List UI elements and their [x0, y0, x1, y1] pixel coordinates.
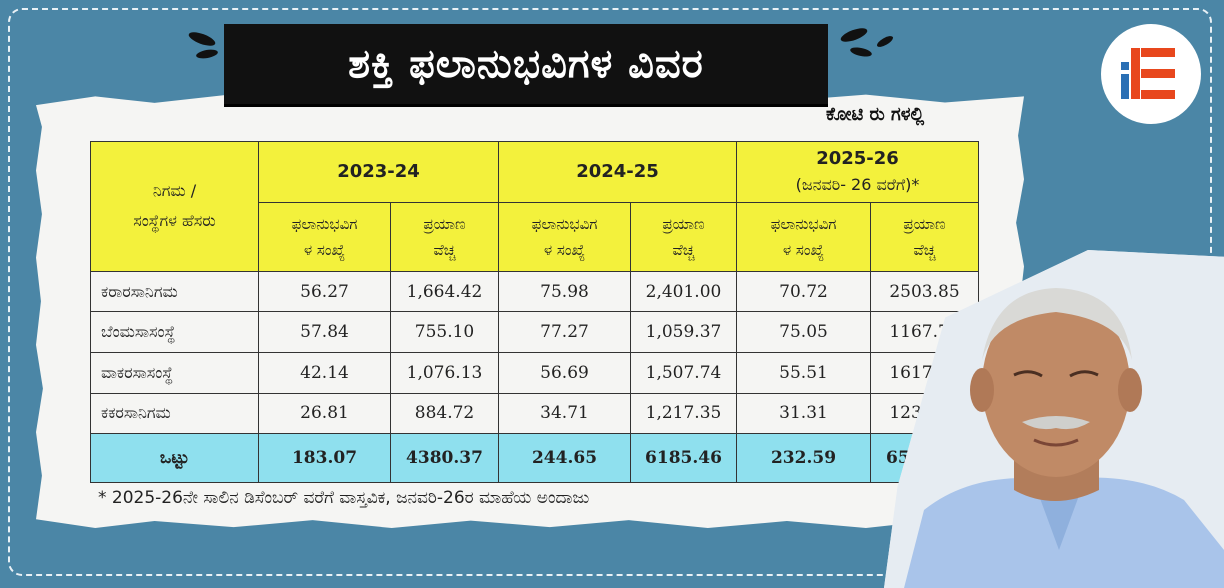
cell: 1,076.13	[390, 352, 499, 394]
beneficiary-count-header: ಫಲಾನುಭವಿಗ ಳ ಸಂಖ್ಯೆ	[736, 201, 871, 272]
person-photo	[884, 250, 1224, 588]
row-name: ವಾಕರಸಾಸಂಸ್ಥೆ	[90, 352, 259, 394]
year-header: 2025-26 (ಜನವರಿ- 26 ವರೆಗೆ)*	[736, 141, 979, 203]
total-cell: 4380.37	[390, 433, 499, 483]
cell: 34.71	[498, 392, 631, 435]
year-header: 2023-24	[258, 141, 499, 203]
table-row: ಕರಾರಸಾನಿಗಮ 56.27 1,664.42 75.98 2,401.00…	[90, 270, 979, 313]
total-cell: 244.65	[498, 433, 631, 483]
row-name: ಕರಾರಸಾನಿಗಮ	[90, 270, 259, 313]
page-title: ಶಕ್ತಿ ಫಲಾನುಭವಿಗಳ ವಿವರ	[224, 24, 828, 104]
beneficiary-count-header: ಫಲಾನುಭವಿಗ ಳ ಸಂಖ್ಯೆ	[498, 201, 631, 272]
cell: 755.10	[390, 311, 499, 354]
cell: 56.27	[258, 270, 391, 313]
total-cell: 232.59	[736, 433, 871, 483]
total-cell: 6185.46	[630, 433, 737, 483]
cell: 42.14	[258, 352, 391, 394]
footnote: * 2025-26ನೇ ಸಾಲಿನ ಡಿಸೆಂಬರ್ ವರೆಗೆ ವಾಸ್ತವಿ…	[98, 488, 590, 508]
cell: 55.51	[736, 352, 871, 394]
beneficiaries-table: ನಿಗಮ / ಸಂಸ್ಥೆಗಳ ಹೆಸರು 2023-24 2024-25 20…	[90, 141, 979, 483]
year-header: 2024-25	[498, 141, 737, 203]
cell: 77.27	[498, 311, 631, 354]
cell: 31.31	[736, 392, 871, 435]
travel-expense-header: ಪ್ರಯಾಣ ವೆಚ್ಚ	[390, 201, 499, 272]
cell: 1,217.35	[630, 392, 737, 435]
beneficiary-count-header: ಫಲಾನುಭವಿಗ ಳ ಸಂಖ್ಯೆ	[258, 201, 391, 272]
travel-expense-header: ಪ್ರಯಾಣ ವೆಚ್ಚ	[630, 201, 737, 272]
cell: 56.69	[498, 352, 631, 394]
cell: 26.81	[258, 392, 391, 435]
total-row: ಒಟ್ಟು 183.07 4380.37 244.65 6185.46 232.…	[90, 433, 979, 483]
cell: 1,059.37	[630, 311, 737, 354]
cell: 57.84	[258, 311, 391, 354]
cell: 2,401.00	[630, 270, 737, 313]
travel-expense-header: ಪ್ರಯಾಣ ವೆಚ್ಚ	[870, 201, 979, 272]
cell: 75.98	[498, 270, 631, 313]
ie-logo-icon	[1101, 24, 1201, 124]
row-name: ಬೆಂಮಸಾಸಂಸ್ಥೆ	[90, 311, 259, 354]
cell: 2503.85	[870, 270, 979, 313]
total-cell: 183.07	[258, 433, 391, 483]
unit-note: ಕೋಟಿ ರು ಗಳಲ್ಲಿ	[826, 104, 925, 125]
cell: 75.05	[736, 311, 871, 354]
table-row: ಬೆಂಮಸಾಸಂಸ್ಥೆ 57.84 755.10 77.27 1,059.37…	[90, 311, 979, 354]
cell: 70.72	[736, 270, 871, 313]
total-label: ಒಟ್ಟು	[90, 433, 259, 483]
corner-header: ನಿಗಮ / ಸಂಸ್ಥೆಗಳ ಹೆಸರು	[90, 141, 259, 272]
row-name: ಕಕರಸಾನಿಗಮ	[90, 392, 259, 435]
table-row: ಕಕರಸಾನಿಗಮ 26.81 884.72 34.71 1,217.35 31…	[90, 392, 979, 435]
cell: 884.72	[390, 392, 499, 435]
cell: 1,664.42	[390, 270, 499, 313]
table-row: ವಾಕರಸಾಸಂಸ್ಥೆ 42.14 1,076.13 56.69 1,507.…	[90, 352, 979, 394]
cell: 1,507.74	[630, 352, 737, 394]
